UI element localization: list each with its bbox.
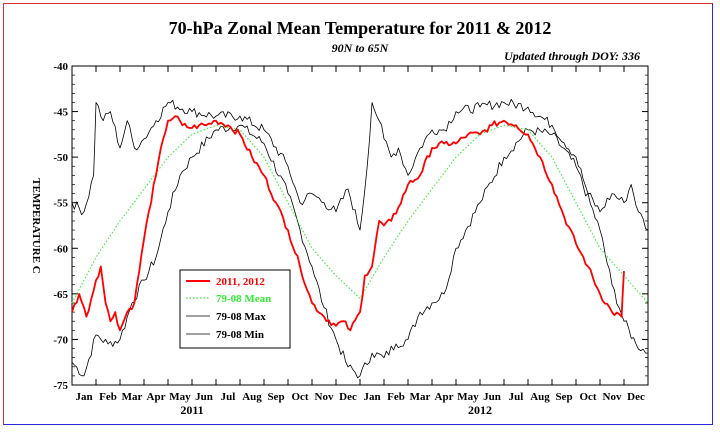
chart-subtitle: 90N to 65N (332, 41, 390, 55)
legend-label-observed: 2011, 2012 (216, 276, 265, 288)
month-label: Jun (483, 391, 501, 403)
month-label: Aug (242, 391, 262, 403)
legend-label-min: 79-08 Min (216, 329, 264, 341)
series-line-79-08-mean (71, 124, 649, 304)
legend-label-max: 79-08 Max (216, 311, 266, 323)
month-label: Nov (315, 391, 334, 403)
y-tick-label: -70 (53, 334, 68, 346)
month-label: Mar (410, 391, 431, 403)
plot-area (71, 65, 649, 386)
chart-title: 70-hPa Zonal Mean Temperature for 2011 &… (169, 18, 552, 38)
month-label: Jan (75, 391, 92, 403)
series-line-2011-2012 (71, 115, 625, 332)
y-tick-label: -50 (53, 152, 68, 164)
update-note: Updated through DOY: 336 (504, 49, 640, 63)
month-label: Feb (99, 391, 117, 403)
legend: 2011, 2012 79-08 Mean 79-08 Max 79-08 Mi… (179, 269, 291, 349)
month-label: Jul (509, 391, 524, 403)
series-line-79-08-min (71, 124, 648, 379)
month-label: Jul (221, 391, 236, 403)
legend-label-mean: 79-08 Mean (216, 293, 271, 305)
year-label: 2012 (468, 403, 492, 417)
month-label: Apr (435, 391, 454, 403)
legend-box (179, 269, 291, 349)
month-label: Apr (147, 391, 166, 403)
month-label: Oct (579, 391, 596, 403)
month-label: Sep (267, 391, 284, 403)
month-label: Nov (603, 391, 622, 403)
chart-frame (3, 3, 713, 425)
y-tick-label: -60 (53, 243, 68, 255)
month-label: Dec (627, 391, 645, 403)
y-tick-label: -40 (53, 61, 68, 73)
y-tick-label: -75 (53, 380, 68, 392)
y-tick-label: -55 (53, 198, 68, 210)
month-label: Jun (195, 391, 213, 403)
y-tick-label: -45 (53, 107, 68, 119)
month-label: Dec (339, 391, 357, 403)
series-line-79-08-max (71, 98, 649, 231)
month-label: May (169, 391, 191, 403)
month-label: Oct (291, 391, 308, 403)
year-label: 2011 (180, 403, 203, 417)
y-axis-label: TEMPERATURE C (30, 178, 42, 273)
month-label: Feb (387, 391, 405, 403)
month-label: Jan (363, 391, 380, 403)
month-label: Sep (555, 391, 572, 403)
y-tick-label: -65 (53, 289, 68, 301)
month-label: Aug (530, 391, 550, 403)
month-label: May (457, 391, 479, 403)
month-label: Mar (122, 391, 143, 403)
